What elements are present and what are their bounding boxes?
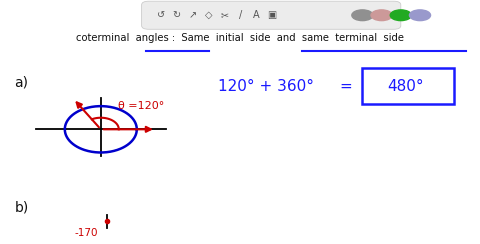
Text: /: / xyxy=(239,10,242,20)
Text: b): b) xyxy=(14,200,29,214)
Text: a): a) xyxy=(14,76,28,90)
Text: =: = xyxy=(339,79,352,94)
Text: -170: -170 xyxy=(74,228,98,238)
Circle shape xyxy=(390,10,411,20)
Text: ↺: ↺ xyxy=(157,10,165,20)
FancyBboxPatch shape xyxy=(142,1,401,29)
Circle shape xyxy=(371,10,392,20)
Text: 120° + 360°: 120° + 360° xyxy=(218,79,314,94)
Bar xyxy=(362,68,454,104)
Text: ◇: ◇ xyxy=(205,10,212,20)
Text: ↻: ↻ xyxy=(173,10,181,20)
Text: A: A xyxy=(253,10,260,20)
Text: ✂: ✂ xyxy=(220,10,228,20)
Text: ↗: ↗ xyxy=(189,10,197,20)
Text: ▣: ▣ xyxy=(267,10,277,20)
Text: θ =120°: θ =120° xyxy=(118,101,164,111)
Circle shape xyxy=(409,10,431,20)
Circle shape xyxy=(352,10,373,20)
Text: 480°: 480° xyxy=(387,79,424,94)
Text: coterminal  angles :  Same  initial  side  and  same  terminal  side: coterminal angles : Same initial side an… xyxy=(76,33,404,43)
